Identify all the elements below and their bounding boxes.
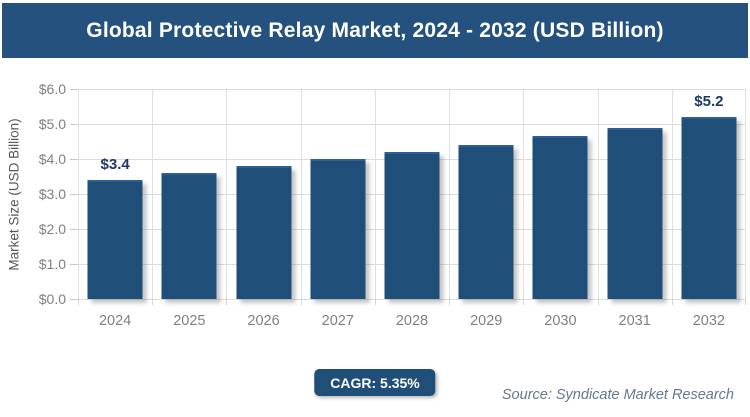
x-tick-label-2024: 2024 (98, 313, 132, 329)
y-tick-label: $0.0 (38, 291, 66, 307)
gridline-h (78, 88, 746, 90)
cagr-badge: CAGR: 5.35% (314, 369, 436, 396)
x-tick (226, 299, 228, 305)
plot-area: $3.4 $5.2 (78, 88, 746, 300)
bar-2029 (458, 145, 514, 299)
y-tick (70, 299, 78, 300)
gridline-h (78, 298, 746, 300)
x-tick (671, 299, 673, 305)
y-tick-label: $6.0 (38, 81, 66, 97)
bar-2027 (310, 159, 366, 299)
x-tick (152, 299, 154, 305)
y-tick (70, 159, 78, 160)
bar-slot-2027 (301, 89, 375, 299)
y-tick (70, 264, 78, 265)
x-tick (745, 299, 746, 305)
y-tick-label: $5.0 (38, 116, 66, 132)
bar-value-label-2032: $5.2 (694, 93, 724, 110)
y-tick-label: $2.0 (38, 221, 66, 237)
bar-slot-2029 (449, 89, 523, 299)
bar-2028 (384, 152, 440, 299)
y-tick-label: $1.0 (38, 256, 66, 272)
x-tick-label-2031: 2031 (618, 313, 651, 329)
bar-slot-2025 (152, 89, 226, 299)
bar-2024 (87, 180, 143, 299)
chart-title: Global Protective Relay Market, 2024 - 2… (86, 18, 664, 42)
x-tick (449, 299, 451, 305)
y-tick-label: $4.0 (38, 151, 66, 167)
bar-2031 (607, 127, 663, 299)
bar-slot-2028 (375, 89, 449, 299)
y-tick (70, 124, 78, 125)
bar-slot-2032: $5.2 (672, 89, 746, 299)
bar-2030 (532, 136, 588, 299)
y-tick-label: $3.0 (38, 186, 66, 202)
bar-slot-2026 (226, 89, 300, 299)
x-tick (300, 299, 302, 305)
gridline-v (671, 89, 673, 299)
gridline-v (597, 89, 599, 299)
gridline-v (152, 89, 154, 299)
title-banner: Global Protective Relay Market, 2024 - 2… (2, 3, 748, 58)
gridline-v (374, 89, 376, 299)
gridline-v (78, 89, 79, 299)
gridline-v (745, 89, 746, 299)
bar-2026 (236, 166, 292, 299)
gridline-v (226, 89, 228, 299)
y-tick (70, 229, 78, 230)
y-tick (70, 89, 78, 90)
x-tick-label-2028: 2028 (395, 313, 429, 329)
x-tick (523, 299, 525, 305)
bar-slot-2031 (598, 89, 672, 299)
x-tick (597, 299, 599, 305)
x-tick-label-2027: 2027 (321, 313, 354, 329)
gridline-v (300, 89, 302, 299)
x-tick (374, 299, 376, 305)
bar-2025 (161, 173, 217, 299)
y-tick (70, 194, 78, 195)
bar-2032 (681, 117, 737, 299)
x-tick-label-2026: 2026 (247, 313, 280, 329)
bar-value-label-2024: $3.4 (100, 156, 130, 173)
bar-slot-2024: $3.4 (78, 89, 152, 299)
source-credit: Source: Syndicate Market Research (501, 387, 734, 403)
x-tick-label-2030: 2030 (544, 313, 577, 329)
x-tick-label-2032: 2032 (692, 313, 725, 329)
x-tick-label-2025: 2025 (173, 313, 206, 329)
bar-slot-2030 (523, 89, 597, 299)
gridline-h (78, 123, 746, 125)
gridline-v (449, 89, 451, 299)
x-tick-label-2029: 2029 (470, 313, 503, 329)
gridline-v (523, 89, 525, 299)
x-tick (78, 299, 79, 305)
